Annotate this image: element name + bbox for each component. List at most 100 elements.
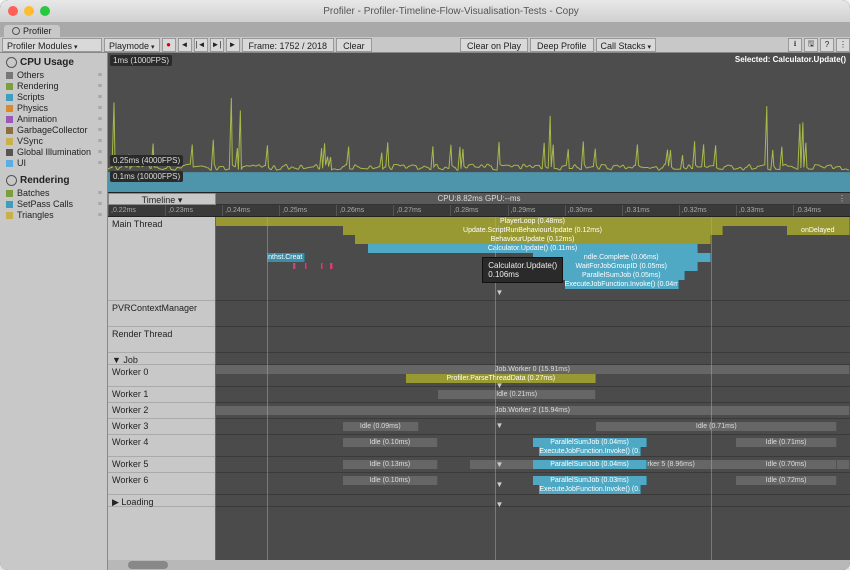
- grip-icon[interactable]: ≡: [98, 210, 101, 221]
- timeline-bar[interactable]: ExecuteJobFunction.Invoke() (0.03ms): [539, 485, 640, 494]
- chevron-down-icon[interactable]: ▼: [495, 481, 504, 488]
- grip-icon[interactable]: ≡: [98, 92, 101, 103]
- timeline-bar[interactable]: Calculator.Update() (0.11ms): [368, 244, 698, 253]
- label-loading-group[interactable]: ▶ Loading: [108, 495, 215, 507]
- grip-icon[interactable]: ≡: [98, 103, 101, 114]
- chevron-down-icon[interactable]: ▼: [495, 382, 504, 389]
- timeline-bar[interactable]: Idle (0.09ms): [343, 422, 419, 431]
- record-button[interactable]: ●: [162, 38, 176, 52]
- label-worker-3[interactable]: Worker 3: [108, 419, 215, 435]
- grip-icon[interactable]: ≡: [98, 199, 101, 210]
- label-main-thread[interactable]: Main Thread: [108, 217, 215, 301]
- cpu-module[interactable]: CPU Usage Others≡Rendering≡Scripts≡Physi…: [0, 53, 107, 171]
- grip-icon[interactable]: ≡: [98, 70, 101, 81]
- timeline-bar[interactable]: ParallelSumJob (0.04ms): [533, 438, 647, 447]
- timeline-bar[interactable]: ExecuteJobFunction.Invoke() (0.03ms): [539, 447, 640, 456]
- track-area[interactable]: Calculator.Update() 0.106ms PlayerLoop (…: [216, 217, 850, 560]
- chevron-down-icon[interactable]: ▼: [495, 501, 504, 508]
- legend-item[interactable]: SetPass Calls≡: [4, 199, 103, 210]
- horizontal-scrollbar[interactable]: [108, 560, 850, 570]
- timeline-bar[interactable]: ExecuteJobFunction.Invoke() (0.04ms): [565, 280, 679, 289]
- legend-item[interactable]: Rendering≡: [4, 81, 103, 92]
- label-job-group[interactable]: ▼ Job: [108, 353, 215, 365]
- legend-item[interactable]: Scripts≡: [4, 92, 103, 103]
- save-icon[interactable]: 🖫: [804, 38, 818, 52]
- next-frame-button[interactable]: ►|: [210, 38, 224, 52]
- load-icon[interactable]: ⭳: [788, 38, 802, 52]
- timeline-bar[interactable]: ParallelSumJob (0.03ms): [533, 476, 647, 485]
- timeline-bar[interactable]: Job.Worker 2 (15.94ms): [216, 406, 850, 415]
- clear-on-play-button[interactable]: Clear on Play: [460, 38, 528, 52]
- minimize-icon[interactable]: [24, 6, 34, 16]
- deep-profile-button[interactable]: Deep Profile: [530, 38, 594, 52]
- time-ruler[interactable]: ,0.22ms,0.23ms,0.24ms,0.25ms,0.26ms,0.27…: [108, 205, 850, 217]
- timeline-bar[interactable]: Idle (0.72ms): [736, 476, 837, 485]
- timeline-bar[interactable]: Update.ScriptRunBehaviourUpdate (0.12ms): [343, 226, 723, 235]
- timeline-bar[interactable]: Idle (0.10ms): [343, 476, 438, 485]
- timeline-dropdown[interactable]: Timeline ▾: [108, 193, 216, 205]
- marker[interactable]: [293, 263, 296, 269]
- legend-item[interactable]: Global Illumination≡: [4, 147, 103, 158]
- timeline-bar[interactable]: Idle (0.13ms): [343, 460, 438, 469]
- timeline-bar[interactable]: Idle (0.71ms): [596, 422, 837, 431]
- playmode-dropdown[interactable]: Playmode: [104, 38, 160, 52]
- help-icon[interactable]: ?: [820, 38, 834, 52]
- clear-button[interactable]: Clear: [336, 38, 372, 52]
- rendering-module[interactable]: Rendering Batches≡SetPass Calls≡Triangle…: [0, 171, 107, 223]
- zoom-icon[interactable]: [40, 6, 50, 16]
- frame-label[interactable]: Frame: 1752 / 2018: [242, 38, 335, 52]
- cpu-graph[interactable]: Selected: Calculator.Update() 1ms (1000F…: [108, 53, 850, 193]
- marker[interactable]: [305, 263, 308, 269]
- timeline-bar[interactable]: nthst.Creat: [267, 253, 305, 262]
- timeline-bar[interactable]: Job.Worker 0 (15.91ms): [216, 365, 850, 374]
- grip-icon[interactable]: ≡: [98, 188, 101, 199]
- tab-profiler[interactable]: Profiler: [4, 25, 60, 37]
- timeline-bar[interactable]: BehaviourUpdate (0.12ms): [355, 235, 710, 244]
- label-render-thread[interactable]: Render Thread: [108, 327, 215, 353]
- grip-icon[interactable]: ≡: [98, 136, 101, 147]
- call-stacks-dropdown[interactable]: Call Stacks: [596, 38, 656, 52]
- grip-icon[interactable]: ≡: [98, 147, 101, 158]
- timeline-bar[interactable]: Idle (0.71ms): [736, 438, 837, 447]
- legend-item[interactable]: Physics≡: [4, 103, 103, 114]
- legend-item[interactable]: Animation≡: [4, 114, 103, 125]
- label-pvr[interactable]: PVRContextManager: [108, 301, 215, 327]
- grip-icon[interactable]: ≡: [98, 158, 101, 169]
- timeline-bar[interactable]: PlayerLoop (0.48ms): [216, 217, 850, 226]
- legend-item[interactable]: UI≡: [4, 158, 103, 169]
- label-worker-0[interactable]: Worker 0: [108, 365, 215, 387]
- prev-frame-button[interactable]: |◄: [194, 38, 208, 52]
- menu-icon[interactable]: ⋮: [836, 38, 850, 52]
- legend-item[interactable]: GarbageCollector≡: [4, 125, 103, 136]
- timeline-bar[interactable]: onDelayed: [787, 226, 850, 235]
- legend-item[interactable]: Others≡: [4, 70, 103, 81]
- timeline-bar[interactable]: Idle (0.21ms): [438, 390, 597, 399]
- label-worker-5[interactable]: Worker 5: [108, 457, 215, 473]
- chevron-down-icon[interactable]: ▼: [495, 461, 504, 468]
- grip-icon[interactable]: ≡: [98, 81, 101, 92]
- grip-icon[interactable]: ≡: [98, 125, 101, 136]
- timeline-options-icon[interactable]: ⋮: [838, 193, 846, 205]
- label-worker-6[interactable]: Worker 6: [108, 473, 215, 495]
- label-worker-4[interactable]: Worker 4: [108, 435, 215, 457]
- timeline-bar[interactable]: ParallelSumJob (0.04ms): [533, 460, 647, 469]
- label-worker-1[interactable]: Worker 1: [108, 387, 215, 403]
- grip-icon[interactable]: ≡: [98, 114, 101, 125]
- profiler-modules-dropdown[interactable]: Profiler Modules: [2, 38, 102, 52]
- timeline-bar[interactable]: Idle (0.10ms): [343, 438, 438, 447]
- legend-item[interactable]: Triangles≡: [4, 210, 103, 221]
- back-button[interactable]: ◄: [178, 38, 192, 52]
- timeline-bar[interactable]: WaitForJobGroupID (0.05ms): [546, 262, 698, 271]
- scrollbar-thumb[interactable]: [128, 561, 168, 569]
- timeline-bar[interactable]: Idle (0.70ms): [736, 460, 837, 469]
- legend-item[interactable]: Batches≡: [4, 188, 103, 199]
- label-worker-2[interactable]: Worker 2: [108, 403, 215, 419]
- current-frame-button[interactable]: ►: [226, 38, 240, 52]
- timeline-bar[interactable]: ParallelSumJob (0.05ms): [558, 271, 685, 280]
- marker[interactable]: [321, 263, 324, 269]
- close-icon[interactable]: [8, 6, 18, 16]
- chevron-down-icon[interactable]: ▼: [495, 289, 504, 296]
- legend-item[interactable]: VSync≡: [4, 136, 103, 147]
- chevron-down-icon[interactable]: ▼: [495, 422, 504, 429]
- marker[interactable]: [330, 263, 333, 269]
